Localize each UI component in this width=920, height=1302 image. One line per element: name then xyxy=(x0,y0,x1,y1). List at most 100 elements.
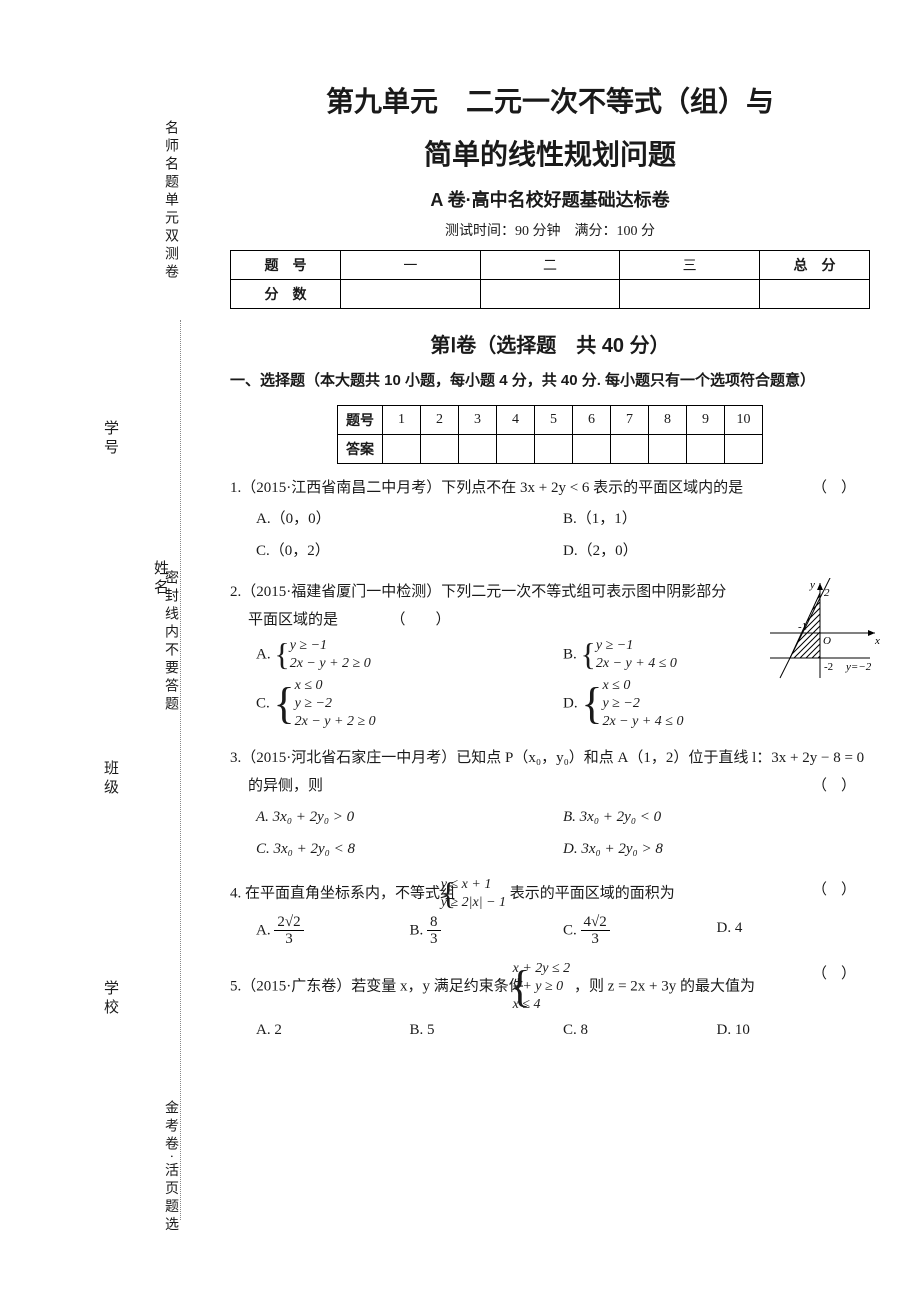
q2-opt-c: C. {x ≤ 0y ≥ −22x − y + 2 ≥ 0 xyxy=(256,677,563,732)
section1-instructions: 一、选择题（本大题共 10 小题，每小题 4 分，共 40 分. 每小题只有一个… xyxy=(230,368,870,394)
score-header-1: 一 xyxy=(341,250,481,279)
q2-b-label: B. xyxy=(563,646,581,662)
q2-stem: 2.（2015·福建省厦门一中检测）下列二元一次不等式组可表示图中阴影部分平面区… xyxy=(230,584,726,629)
q1-opt-a: A.（0，0） xyxy=(256,505,563,534)
q4-opt-b: B. 83 xyxy=(410,914,564,948)
q5-opt-c: C. 8 xyxy=(563,1016,717,1045)
ans-blank-2 xyxy=(421,435,459,464)
q3-opt-c: C. 3x₀ + 2y₀ < 8 xyxy=(256,835,563,864)
ans-col-1: 1 xyxy=(383,406,421,435)
q4-c-den: 3 xyxy=(581,931,610,948)
q3-stem: 3.（2015·河北省石家庄一中月考）已知点 P（x₀，y₀）和点 A（1，2）… xyxy=(230,750,864,795)
q2-a-label: A. xyxy=(256,646,274,662)
svg-text:y=−2: y=−2 xyxy=(845,661,872,673)
q1-opt-d: D.（2，0） xyxy=(563,537,870,566)
q4-c-label: C. xyxy=(563,922,581,938)
ans-col-9: 9 xyxy=(687,406,725,435)
ans-blank-10 xyxy=(725,435,763,464)
q2-d-r1: x ≤ 0 xyxy=(602,677,683,695)
q1-paren: （） xyxy=(830,474,870,503)
q5-opt-b: B. 5 xyxy=(410,1016,564,1045)
q2-d-label: D. xyxy=(563,696,581,712)
q1-stem: 1.（2015·江西省南昌二中月考）下列点不在 3x + 2y < 6 表示的平… xyxy=(230,480,743,496)
score-blank-3 xyxy=(620,279,760,308)
score-header-4: 总 分 xyxy=(760,250,870,279)
question-4: 4. 在平面直角坐标系内，不等式组 {y ≤ x + 1y ≥ 2|x| − 1… xyxy=(230,876,870,950)
q2-b-r2: 2x − y + 4 ≤ 0 xyxy=(596,655,677,673)
question-1: 1.（2015·江西省南昌二中月考）下列点不在 3x + 2y < 6 表示的平… xyxy=(230,474,870,568)
ans-blank-9 xyxy=(687,435,725,464)
q2-c-r1: x ≤ 0 xyxy=(295,677,376,695)
field-xuexiao: 学校 xyxy=(100,980,121,1018)
q4-sys-r1: y ≤ x + 1 xyxy=(459,876,506,894)
score-header-3: 三 xyxy=(620,250,760,279)
q2-a-r1: y ≥ −1 xyxy=(290,637,371,655)
ans-col-5: 5 xyxy=(535,406,573,435)
unit-title-line2: 简单的线性规划问题 xyxy=(230,133,870,178)
ans-row2-label: 答案 xyxy=(338,435,383,464)
section1-title: 第Ⅰ卷（选择题 共 40 分） xyxy=(230,329,870,358)
q5-opt-d: D. 10 xyxy=(717,1016,871,1045)
main-content: 第九单元 二元一次不等式（组）与 简单的线性规划问题 A 卷·高中名校好题基础达… xyxy=(230,80,870,1047)
ans-col-8: 8 xyxy=(649,406,687,435)
q4-a-label: A. xyxy=(256,922,274,938)
q4-a-num: 2√2 xyxy=(274,914,303,932)
ans-col-2: 2 xyxy=(421,406,459,435)
score-blank-2 xyxy=(480,279,620,308)
q3-opt-d: D. 3x₀ + 2y₀ > 8 xyxy=(563,835,870,864)
q2-region-chart: 2 x y -1 O -2 y=−2 xyxy=(760,578,880,688)
question-5: 5.（2015·广东卷）若变量 x，y 满足约束条件 {x + 2y ≤ 2x … xyxy=(230,960,870,1047)
question-3: 3.（2015·河北省石家庄一中月考）已知点 P（x₀，y₀）和点 A（1，2）… xyxy=(230,744,870,866)
question-2: 2 x y -1 O -2 y=−2 2.（2015·福建省厦门一中检测）下列二… xyxy=(230,578,870,734)
ans-row1-label: 题号 xyxy=(338,406,383,435)
q2-d-r3: 2x − y + 4 ≤ 0 xyxy=(602,713,683,731)
q2-c-r2: y ≥ −2 xyxy=(295,695,376,713)
q3-paren: （） xyxy=(830,772,870,801)
field-xuehao: 学号 xyxy=(100,420,121,458)
q3-opt-b: B. 3x₀ + 2y₀ < 0 xyxy=(563,803,870,832)
q4-b-den: 3 xyxy=(427,931,441,948)
q5-sys-r3: x ≤ 4 xyxy=(531,996,571,1014)
q5-stem-pre: 5.（2015·广东卷）若变量 x，y 满足约束条件 xyxy=(230,979,524,995)
q5-opt-a: A. 2 xyxy=(256,1016,410,1045)
q4-opt-c: C. 4√23 xyxy=(563,914,717,948)
svg-text:y: y xyxy=(809,579,815,591)
paper-type: A 卷·高中名校好题基础达标卷 xyxy=(230,186,870,212)
score-blank-4 xyxy=(760,279,870,308)
q5-sys-r1: x + 2y ≤ 2 xyxy=(531,960,571,978)
q4-opt-a: A. 2√23 xyxy=(256,914,410,948)
ans-col-6: 6 xyxy=(573,406,611,435)
svg-text:-1: -1 xyxy=(798,621,807,633)
series-label: 名师名题单元双测卷 xyxy=(160,120,180,282)
svg-text:O: O xyxy=(823,635,831,647)
score-row2-label: 分 数 xyxy=(231,279,341,308)
q2-a-r2: 2x − y + 2 ≥ 0 xyxy=(290,655,371,673)
q5-paren: （） xyxy=(830,960,870,989)
q4-sys-r2: y ≥ 2|x| − 1 xyxy=(459,894,506,912)
svg-text:2: 2 xyxy=(824,587,830,599)
q4-stem-post: 表示的平面区域的面积为 xyxy=(510,885,675,901)
q5-sys-r2: x + y ≥ 0 xyxy=(531,978,571,996)
ans-col-10: 10 xyxy=(725,406,763,435)
q2-d-r2: y ≥ −2 xyxy=(602,695,683,713)
footer-series: 金考卷·活页题选 xyxy=(160,1100,180,1235)
sealed-line-label: 密封线内不要答题 xyxy=(160,570,180,714)
dotted-sealing-line xyxy=(180,320,181,1220)
test-info: 测试时间：90 分钟 满分：100 分 xyxy=(230,220,870,240)
q4-b-num: 8 xyxy=(427,914,441,932)
unit-title-line1: 第九单元 二元一次不等式（组）与 xyxy=(230,80,870,125)
q2-opt-a: A. {y ≥ −12x − y + 2 ≥ 0 xyxy=(256,637,563,673)
q4-a-den: 3 xyxy=(274,931,303,948)
ans-blank-7 xyxy=(611,435,649,464)
score-table: 题 号 一 二 三 总 分 分 数 xyxy=(230,250,870,309)
q3-opt-a: A. 3x₀ + 2y₀ > 0 xyxy=(256,803,563,832)
svg-text:-2: -2 xyxy=(824,661,833,673)
q4-c-num: 4√2 xyxy=(581,914,610,932)
ans-blank-8 xyxy=(649,435,687,464)
q4-b-label: B. xyxy=(410,922,428,938)
ans-blank-3 xyxy=(459,435,497,464)
ans-blank-4 xyxy=(497,435,535,464)
ans-col-3: 3 xyxy=(459,406,497,435)
q2-b-r1: y ≥ −1 xyxy=(596,637,677,655)
ans-blank-5 xyxy=(535,435,573,464)
